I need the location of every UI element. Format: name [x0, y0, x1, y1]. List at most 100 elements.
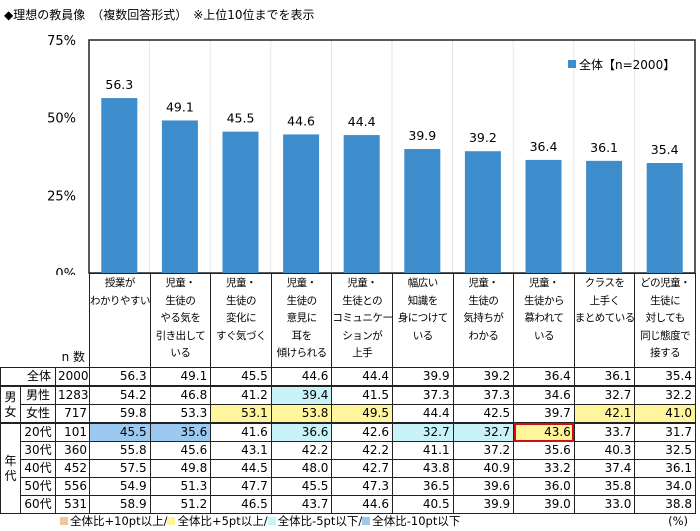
table-cell: 43.8 [392, 459, 454, 478]
table-row: 年代 20代 101 45.5 35.6 41.6 36.6 42.6 32.7 32.7 43.6… [0, 422, 696, 514]
table-row: 男女男性 1283 54.2 46.8 41.2 39.4 41.5 37.3 37.3 34.6… [0, 385, 696, 424]
column-header: 児童・ 生徒との コミュニケー ションが 上手 [331, 273, 393, 368]
bar [525, 159, 562, 273]
data-table: n 数授業が わかりやすい 児童・ 生徒の やる気を 引き出して いる 児童・ 生徒の 変化に すぐ… [0, 273, 696, 514]
data-label: 49.1 [166, 99, 194, 114]
legend-label: 全体【n=2000】 [579, 57, 675, 72]
legend-item: 全体比-10pt以下 [362, 514, 460, 528]
table-cell: 41.6 [210, 422, 272, 442]
legend-swatch [60, 517, 68, 525]
table-cell: 34.0 [634, 477, 696, 496]
table-cell: 59.8 [89, 404, 151, 424]
table-cell: 44.6 [270, 367, 333, 387]
table-cell: 49.1 [149, 367, 212, 387]
table-cell: 44.6 [331, 495, 393, 514]
data-label: 36.4 [530, 139, 558, 154]
table-cell: 41.2 [210, 385, 272, 405]
bar [464, 151, 501, 273]
table-row: 女性 717 59.8 53.3 53.1 53.8 49.5 44.4 42.5 39.7 42.… [1, 404, 696, 424]
n-count: 556 [54, 477, 91, 496]
table-cell: 53.8 [270, 404, 333, 424]
table-row: 全体 2000 56.3 49.1 45.5 44.6 44.4 39.9 39.2 36.4 36… [0, 367, 696, 387]
y-tick-label: 75% [47, 34, 76, 49]
data-label: 56.3 [105, 77, 133, 92]
legend-item: 全体比-5pt以下/ [267, 514, 362, 528]
table-cell: 46.8 [149, 385, 212, 405]
table-cell: 45.6 [149, 441, 212, 460]
table-cell: 43.1 [210, 441, 272, 460]
legend-item: 全体比+10pt以上/ [60, 514, 167, 528]
table-cell: 42.5 [452, 404, 515, 424]
column-header: 幅広い 知識を 身につけて いる [392, 273, 454, 368]
bar [222, 131, 259, 273]
table-cell: 35.8 [573, 477, 636, 496]
table-cell: 55.8 [89, 441, 151, 460]
row-label: 50代 [20, 477, 56, 496]
table-cell: 57.5 [89, 459, 151, 478]
table-row: 60代 531 58.9 51.2 46.5 43.7 44.6 40.5 39.9 39.0 33… [1, 495, 696, 514]
table-cell: 32.7 [452, 422, 515, 442]
table-cell: 47.7 [210, 477, 272, 496]
table-cell: 37.2 [452, 441, 515, 460]
row-label: 全体 [0, 367, 56, 387]
table-cell: 54.2 [89, 385, 151, 405]
table-cell: 40.9 [452, 459, 515, 478]
table-cell: 35.6 [149, 422, 212, 442]
table-cell: 42.7 [331, 459, 393, 478]
data-label: 39.2 [469, 130, 497, 145]
table-cell: 36.5 [392, 477, 454, 496]
chart-title: ◆理想の教員像 （複数回答形式） ※上位10位までを表示 [4, 8, 315, 22]
table-cell: 32.7 [392, 422, 454, 442]
column-header: 児童・ 生徒の やる気を 引き出して いる [149, 273, 212, 368]
table-cell: 45.5 [89, 422, 151, 442]
table-cell: 56.3 [89, 367, 151, 387]
table-cell: 33.0 [573, 495, 636, 514]
bar [646, 163, 683, 273]
y-tick-label: 50% [47, 112, 76, 127]
table-cell: 43.6 [513, 422, 575, 442]
column-header: 児童・ 生徒から 慕われて いる [513, 273, 575, 368]
table-row: 40代 452 57.5 49.8 44.5 48.0 42.7 43.8 40.9 33.2 37… [1, 459, 696, 478]
n-count: 101 [54, 422, 91, 442]
column-header: 児童・ 生徒の 変化に すぐ気づく [210, 273, 272, 368]
bar [161, 120, 198, 273]
table-cell: 39.6 [452, 477, 515, 496]
table-cell: 31.7 [634, 422, 696, 442]
n-count: 1283 [54, 385, 91, 405]
table-cell: 43.7 [270, 495, 333, 514]
bar [343, 135, 380, 273]
bar [404, 149, 441, 273]
legend-swatch [568, 60, 576, 68]
y-tick-label: 25% [47, 189, 76, 204]
table-cell: 51.3 [149, 477, 212, 496]
table-cell: 53.1 [210, 404, 272, 424]
table-cell: 44.5 [210, 459, 272, 478]
table-cell: 36.0 [513, 477, 575, 496]
bar [101, 98, 138, 273]
table-cell: 33.2 [513, 459, 575, 478]
row-label: 男性 [20, 385, 56, 405]
table-cell: 39.2 [452, 367, 515, 387]
table-cell: 37.3 [392, 385, 454, 405]
table-cell: 32.2 [634, 385, 696, 405]
table-row: 50代 556 54.9 51.3 47.7 45.5 47.3 36.5 39.6 36.0 35… [1, 477, 696, 496]
table-cell: 47.3 [331, 477, 393, 496]
table-cell: 37.4 [573, 459, 636, 478]
column-header: クラスを 上手く まとめている [573, 273, 636, 368]
column-header: どの児童・ 生徒に 対しても 同じ態度で 接する [634, 273, 696, 368]
data-label: 45.5 [227, 111, 255, 126]
table-cell: 36.4 [513, 367, 575, 387]
table-cell: 45.5 [270, 477, 333, 496]
n-count: 360 [54, 441, 91, 460]
table-cell: 41.5 [331, 385, 393, 405]
table-cell: 40.3 [573, 441, 636, 460]
table-cell: 49.8 [149, 459, 212, 478]
table-cell: 44.4 [392, 404, 454, 424]
table-cell: 42.2 [331, 441, 393, 460]
table-cell: 42.6 [331, 422, 393, 442]
legend-swatch [267, 517, 276, 525]
legend-item: 全体比+5pt以上/ [167, 514, 268, 528]
n-count: 452 [54, 459, 91, 478]
table-cell: 36.6 [270, 422, 333, 442]
row-label: 40代 [20, 459, 56, 478]
